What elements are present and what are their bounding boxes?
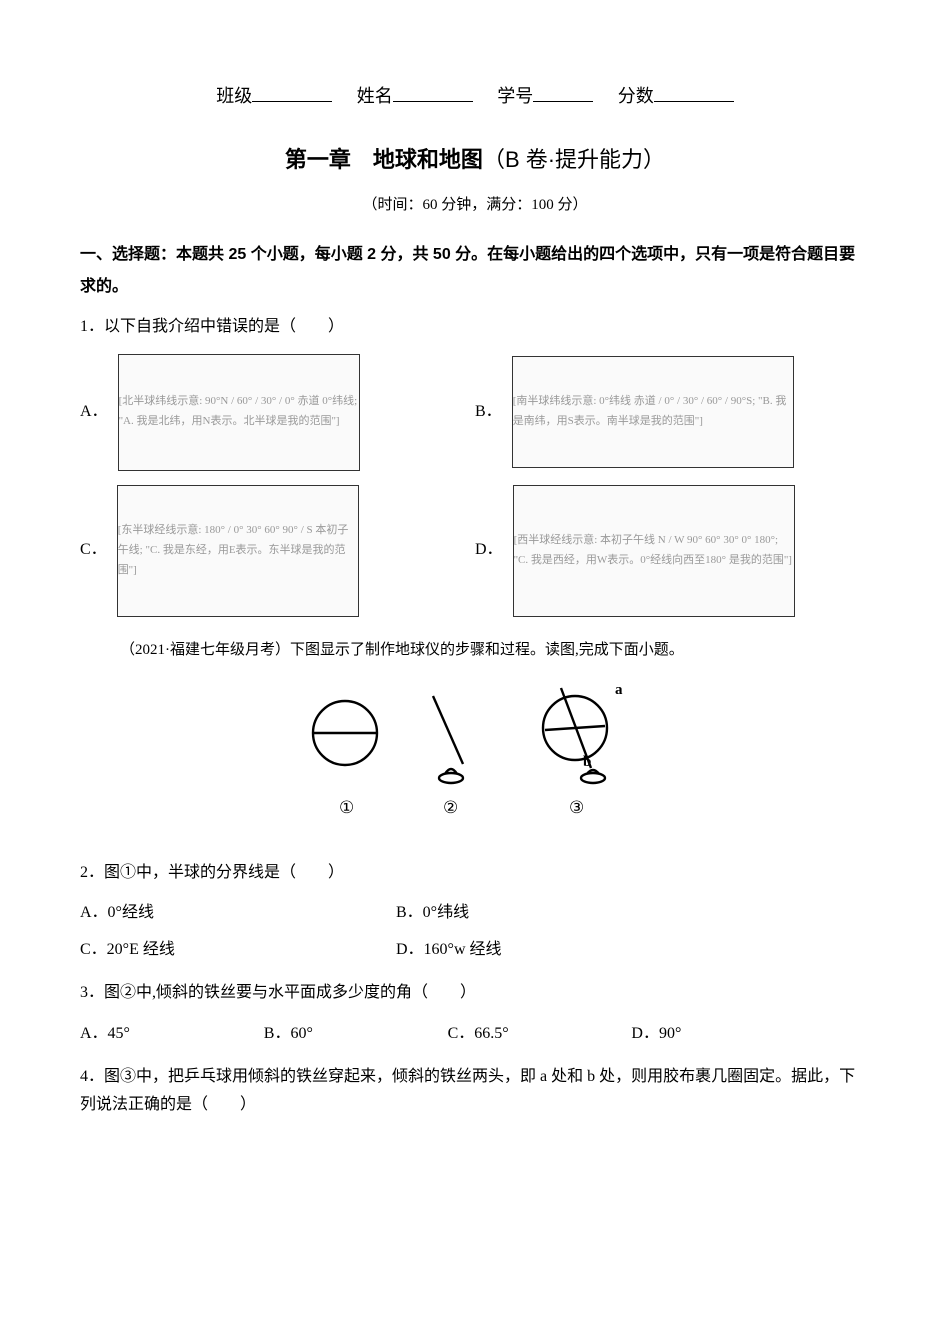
globe-label-b: b <box>583 754 591 770</box>
q1-row-cd: C． [东半球经线示意: 180° / 0° 30° 60° 90° / S 本… <box>80 481 870 621</box>
q3-stem: 3．图②中,倾斜的铁丝要与水平面成多少度的角（ ） <box>80 979 870 1008</box>
q3-opt-d[interactable]: D．90° <box>631 1016 805 1053</box>
q4-stem: 4．图③中，把乒乓球用倾斜的铁丝穿起来，倾斜的铁丝两头，即 a 处和 b 处，则… <box>80 1063 870 1121</box>
name-label: 姓名 <box>357 86 393 106</box>
question-3: 3．图②中,倾斜的铁丝要与水平面成多少度的角（ ） A．45° B．60° C．… <box>80 979 870 1053</box>
score-field: 分数 <box>618 80 734 112</box>
name-field: 姓名 <box>357 80 473 112</box>
q3-opt-b[interactable]: B．60° <box>264 1016 438 1053</box>
name-blank[interactable] <box>393 83 473 102</box>
id-blank[interactable] <box>533 83 593 102</box>
id-label: 学号 <box>497 86 533 106</box>
q2-opt-c[interactable]: C．20°E 经线 <box>80 932 396 969</box>
q2-stem: 2．图①中，半球的分界线是（ ） <box>80 859 870 888</box>
class-blank[interactable] <box>252 83 332 102</box>
score-blank[interactable] <box>654 83 734 102</box>
score-label: 分数 <box>618 86 654 106</box>
question-2: 2．图①中，半球的分界线是（ ） A．0°经线 B．0°纬线 C．20°E 经线… <box>80 859 870 969</box>
q1-row-ab: A． [北半球纬线示意: 90°N / 60° / 30° / 0° 赤道 0°… <box>80 350 870 475</box>
q1-opt-d[interactable]: D． [西半球经线示意: 本初子午线 N / W 90° 60° 30° 0° … <box>475 481 870 621</box>
q1-opt-a[interactable]: A． [北半球纬线示意: 90°N / 60° / 30° / 0° 赤道 0°… <box>80 350 475 475</box>
q1-opt-b[interactable]: B． [南半球纬线示意: 0°纬线 赤道 / 0° / 30° / 60° / … <box>475 352 870 472</box>
header-fields: 班级 姓名 学号 分数 <box>80 80 870 112</box>
q1-fig-c: [东半球经线示意: 180° / 0° 30° 60° 90° / S 本初子午… <box>113 481 363 621</box>
chapter-title-main: 第一章 地球和地图 <box>285 147 483 172</box>
chapter-title-paren: （B 卷·提升能力） <box>483 147 665 172</box>
chapter-title: 第一章 地球和地图（B 卷·提升能力） <box>80 140 870 180</box>
globe-label-2: ② <box>443 798 458 817</box>
q3-opt-c[interactable]: C．66.5° <box>448 1016 622 1053</box>
time-info: （时间：60 分钟，满分：100 分） <box>80 192 870 219</box>
globe-steps-svg: a b ① ② ③ <box>285 678 665 828</box>
q2-options: A．0°经线 B．0°纬线 C．20°E 经线 D．160°w 经线 <box>80 895 870 969</box>
q1-opt-c[interactable]: C． [东半球经线示意: 180° / 0° 30° 60° 90° / S 本… <box>80 481 475 621</box>
q1-opt-d-letter: D． <box>475 536 503 565</box>
question-1: 1．以下自我介绍中错误的是（ ） A． [北半球纬线示意: 90°N / 60°… <box>80 313 870 621</box>
q2-opt-a[interactable]: A．0°经线 <box>80 895 396 932</box>
class-field: 班级 <box>216 80 332 112</box>
q2-opt-b[interactable]: B．0°纬线 <box>396 895 712 932</box>
globe-label-1: ① <box>339 798 354 817</box>
q1-fig-c-img: [东半球经线示意: 180° / 0° 30° 60° 90° / S 本初子午… <box>117 485 359 617</box>
globe-label-3: ③ <box>569 798 584 817</box>
question-4: 4．图③中，把乒乓球用倾斜的铁丝穿起来，倾斜的铁丝两头，即 a 处和 b 处，则… <box>80 1063 870 1121</box>
q1-opt-b-letter: B． <box>475 398 502 427</box>
q1-opt-a-letter: A． <box>80 398 108 427</box>
q1-stem: 1．以下自我介绍中错误的是（ ） <box>80 313 870 342</box>
q1-fig-d: [西半球经线示意: 本初子午线 N / W 90° 60° 30° 0° 180… <box>509 481 799 621</box>
section-header: 一、选择题：本题共 25 个小题，每小题 2 分，共 50 分。在每小题给出的四… <box>80 239 870 303</box>
context-q2-4: （2021·福建七年级月考）下图显示了制作地球仪的步骤和过程。读图,完成下面小题… <box>120 637 870 664</box>
q1-fig-b-img: [南半球纬线示意: 0°纬线 赤道 / 0° / 30° / 60° / 90°… <box>512 356 794 468</box>
q1-fig-a: [北半球纬线示意: 90°N / 60° / 30° / 0° 赤道 0°纬线;… <box>114 350 364 475</box>
q1-fig-b: [南半球纬线示意: 0°纬线 赤道 / 0° / 30° / 60° / 90°… <box>508 352 798 472</box>
q3-options: A．45° B．60° C．66.5° D．90° <box>80 1016 870 1053</box>
globe-label-a: a <box>615 682 623 698</box>
q2-opt-d[interactable]: D．160°w 经线 <box>396 932 712 969</box>
id-field: 学号 <box>497 80 593 112</box>
q1-opt-c-letter: C． <box>80 536 107 565</box>
q3-opt-a[interactable]: A．45° <box>80 1016 254 1053</box>
q1-fig-a-img: [北半球纬线示意: 90°N / 60° / 30° / 0° 赤道 0°纬线;… <box>118 354 360 471</box>
class-label: 班级 <box>216 86 252 106</box>
q1-fig-d-img: [西半球经线示意: 本初子午线 N / W 90° 60° 30° 0° 180… <box>513 485 795 617</box>
globe-steps-figure: a b ① ② ③ <box>80 678 870 839</box>
